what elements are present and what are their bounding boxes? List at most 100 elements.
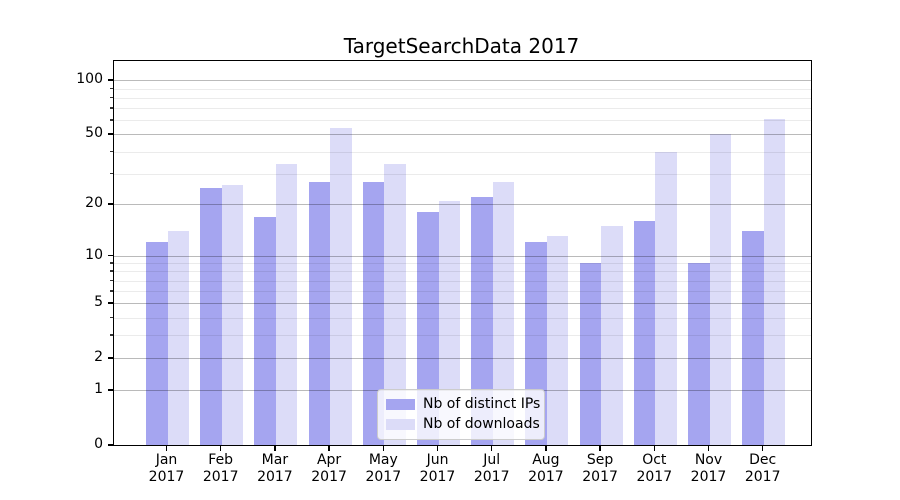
x-tick-mark <box>436 445 439 451</box>
bar-downloads <box>492 181 515 445</box>
y-tick-label: 1 <box>94 381 103 398</box>
x-tick-label: Jul 2017 <box>461 452 523 486</box>
x-tick-month: Feb <box>208 452 234 468</box>
bar-downloads <box>763 118 786 445</box>
x-tick-mark <box>328 445 330 451</box>
x-tick-mark <box>165 445 168 451</box>
y-tick-label: 5 <box>94 294 103 311</box>
bar-downloads <box>546 236 569 445</box>
minor-gridline <box>114 271 811 273</box>
x-tick-month: Aug <box>532 452 560 468</box>
bar-distinct-ips <box>633 221 656 445</box>
y-tick-label: 50 <box>85 125 103 142</box>
bar-distinct-ips <box>308 181 331 445</box>
bar-downloads <box>167 231 189 445</box>
y-tick-mark <box>108 444 113 446</box>
legend-row: Nb of downloads <box>386 416 540 433</box>
bar-distinct-ips <box>742 231 764 445</box>
x-tick-label: Mar 2017 <box>244 452 306 486</box>
minor-gridline <box>114 291 811 293</box>
x-tick-month: Apr <box>316 452 342 468</box>
y-minor-tick-mark <box>110 107 113 109</box>
minor-gridline <box>114 263 811 265</box>
x-tick-label: Jan 2017 <box>136 452 198 486</box>
x-tick-mark <box>545 445 547 451</box>
y-tick-label: 20 <box>85 195 103 212</box>
minor-gridline <box>114 335 811 337</box>
y-tick-mark <box>108 254 113 257</box>
x-tick-year: 2017 <box>528 469 564 485</box>
y-tick-mark <box>108 357 113 359</box>
bar-downloads <box>221 184 244 445</box>
minor-gridline <box>114 151 811 153</box>
x-tick-year: 2017 <box>311 469 347 485</box>
x-tick-label: Apr 2017 <box>298 452 360 486</box>
y-tick-label: 2 <box>94 349 103 366</box>
x-tick-mark <box>599 445 601 451</box>
legend-row: Nb of distinct IPs <box>386 396 541 413</box>
x-tick-year: 2017 <box>473 469 510 485</box>
y-tick-mark <box>108 302 113 304</box>
major-gridline <box>114 204 811 206</box>
y-tick-label: 0 <box>94 436 103 452</box>
legend-swatch <box>386 399 415 410</box>
x-tick-mark <box>382 445 385 451</box>
minor-gridline <box>114 108 811 110</box>
bar-downloads <box>330 128 352 445</box>
major-gridline <box>114 303 811 305</box>
minor-gridline <box>114 280 811 282</box>
y-minor-tick-mark <box>110 279 113 282</box>
major-gridline <box>114 358 811 360</box>
x-tick-mark <box>761 445 764 451</box>
y-minor-tick-mark <box>110 334 113 336</box>
legend-label: Nb of downloads <box>423 416 540 432</box>
x-tick-label: Feb 2017 <box>190 452 252 486</box>
legend: Nb of distinct IPs Nb of downloads <box>377 389 545 440</box>
bar-downloads <box>384 164 406 445</box>
bar-downloads <box>709 134 731 445</box>
y-tick-mark <box>108 133 113 135</box>
bar-distinct-ips <box>579 263 602 445</box>
y-minor-tick-mark <box>110 316 113 319</box>
y-tick-mark <box>108 389 113 391</box>
x-tick-label: Dec 2017 <box>732 452 794 486</box>
legend-label: Nb of distinct IPs <box>423 396 541 412</box>
x-tick-year: 2017 <box>636 469 673 485</box>
minor-gridline <box>114 97 811 99</box>
x-tick-mark <box>653 445 656 451</box>
y-tick-label: 10 <box>85 246 103 263</box>
x-tick-year: 2017 <box>744 469 781 485</box>
x-tick-mark <box>490 445 493 451</box>
x-tick-month: Nov <box>694 452 723 468</box>
minor-gridline <box>114 317 811 319</box>
y-minor-tick-mark <box>110 96 113 99</box>
x-tick-month: Jul <box>483 452 501 468</box>
major-gridline <box>114 255 811 257</box>
minor-gridline <box>114 88 811 90</box>
x-tick-month: May <box>368 452 398 468</box>
bar-distinct-ips <box>200 187 222 445</box>
bar-downloads <box>275 164 298 445</box>
x-tick-year: 2017 <box>690 469 727 485</box>
y-tick-mark <box>108 203 113 205</box>
legend-swatch <box>386 419 415 430</box>
y-tick-label: 100 <box>76 71 103 88</box>
x-tick-year: 2017 <box>582 469 618 485</box>
major-gridline <box>114 134 811 136</box>
bar-downloads <box>601 225 623 445</box>
y-minor-tick-mark <box>110 290 113 292</box>
plot-area <box>113 60 812 446</box>
bar-downloads <box>438 200 460 445</box>
x-tick-year: 2017 <box>202 469 239 485</box>
x-tick-label: Aug 2017 <box>515 452 577 486</box>
y-tick-mark <box>108 79 113 81</box>
bar-distinct-ips <box>362 181 385 445</box>
x-tick-month: Jun <box>426 452 449 468</box>
x-tick-mark <box>707 445 710 451</box>
x-tick-label: Jun 2017 <box>407 452 469 486</box>
x-tick-label: May 2017 <box>352 452 414 486</box>
major-gridline <box>114 80 811 82</box>
y-minor-tick-mark <box>110 150 113 153</box>
x-tick-month: Sep <box>586 452 614 468</box>
